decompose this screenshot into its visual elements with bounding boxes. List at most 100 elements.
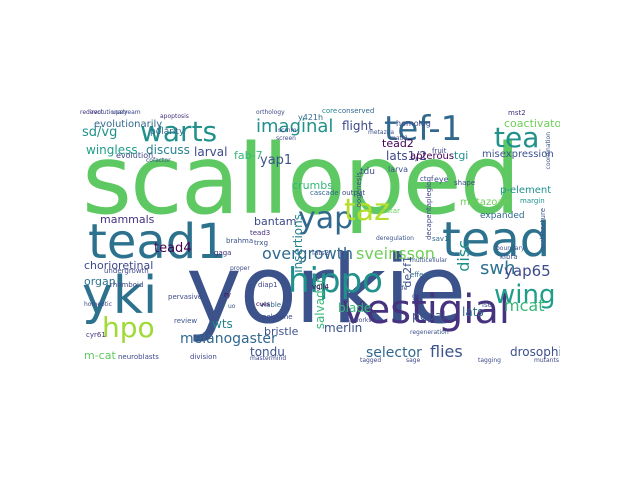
word-blade: blade (338, 301, 372, 315)
word-gaga: gaga (214, 249, 232, 257)
word-hpo: hpo (102, 311, 155, 344)
word-cloud: scalloped yorkie tead1 tead yki hippo ve… (80, 106, 560, 374)
word-homeotic: homeotic (84, 301, 112, 308)
word-evolutionary: evolutionary (90, 109, 128, 116)
word-swh: swh (480, 258, 516, 279)
word-multicellular: multicellular (410, 257, 448, 264)
word-brahma: brahma (226, 237, 254, 245)
word-crumbs: crumbs (292, 179, 333, 192)
word-cascade: cascade (310, 189, 339, 197)
word-mutants: mutants (534, 357, 559, 364)
word-sd-vg: sd/vg (82, 125, 118, 140)
word-yki: yki (82, 266, 158, 326)
word-evolution: evolution (116, 151, 154, 160)
word-evolutionarily: evolutionarily (94, 119, 163, 130)
word-organ: organ (84, 275, 116, 288)
word-orthology: orthology (256, 109, 285, 116)
word-apoptosis: apoptosis (160, 113, 189, 120)
word-regeneration: regeneration (410, 329, 449, 336)
word-proper: proper (230, 265, 250, 272)
word-larval: larval (194, 145, 228, 159)
word-matr1: matr1 (390, 135, 409, 142)
word-pupal: pupal (412, 309, 446, 323)
word-sav1: sav1 (432, 235, 449, 243)
word-tagging: tagging (478, 357, 501, 364)
word-overgrowth: overgrowth (262, 244, 354, 263)
word-disc: sveinsson (356, 244, 435, 263)
word-tgi: tgi (454, 149, 469, 162)
word-chorioretinal: chorioretinal (84, 259, 154, 272)
word-architecture: architecture (539, 208, 547, 251)
word-selector: selector (366, 345, 422, 361)
word-yorkie: yorkie (186, 236, 466, 345)
word-insertions: insertions (291, 214, 305, 273)
word-conserved: conserved (338, 107, 375, 115)
word-tead1: tead1 (88, 214, 227, 270)
word-undergrowth: undergrowth (104, 267, 149, 275)
word-scalloped: scalloped (82, 124, 521, 236)
word-neuroblasts: neuroblasts (118, 353, 159, 361)
word-kibra: kibra (500, 253, 518, 261)
word-shape: shape (454, 179, 476, 187)
word-trxg: trxg (254, 239, 269, 247)
word-melanogaster: melanogaster (180, 331, 277, 347)
word-upstream: upstream (112, 109, 141, 116)
word-tdu: tdu (360, 167, 375, 177)
word-deregulation: deregulation (376, 235, 414, 242)
word-bantam: bantam (254, 215, 297, 228)
word-apterous: apterous (410, 151, 455, 162)
word-misexpression: misexpression (482, 149, 554, 160)
word-eye: eye (434, 175, 449, 184)
word-tea: tea (494, 121, 540, 154)
word-metazoan: metazoan (460, 197, 510, 208)
word-ctgf: ctgf (420, 175, 434, 183)
word-mst2: mst2 (508, 109, 526, 117)
word-ife: ife (400, 285, 408, 292)
word-screen: screen (276, 135, 296, 142)
word-output: output (342, 189, 366, 197)
word-effector: effector (410, 271, 438, 279)
word-tead3: tead3 (250, 229, 271, 237)
word-tead4: tead4 (154, 241, 192, 256)
word-isc: isc (482, 301, 492, 309)
word-bristle: bristle (264, 325, 299, 338)
word-cofactor: cofactor (146, 157, 171, 164)
word-gland: gland (412, 293, 429, 300)
word-polarity: polarity (150, 127, 185, 137)
word-tondu: tondu (250, 345, 285, 359)
word-tagged: tagged (360, 357, 382, 364)
word-viable: viable (260, 301, 282, 309)
word-larva: larva (388, 165, 409, 174)
word-lats: lats (462, 305, 484, 319)
word-sage: sage (406, 357, 421, 364)
word-drosophila: drosophila (510, 345, 560, 359)
word-margin: margin (520, 197, 545, 205)
word-sveinsson: disc (454, 240, 473, 272)
word-cues: cues (256, 301, 270, 308)
word-mastermind: mastermind (250, 355, 287, 362)
word-boundary: boundary (496, 245, 525, 252)
word-networks: networks (344, 317, 372, 324)
word-polytene: polytene (262, 313, 293, 321)
word-yap: yap (298, 201, 354, 236)
word-wingless: wingless (86, 143, 138, 157)
word-fruit: fruit (432, 147, 447, 155)
word-core: core (322, 107, 338, 115)
word-uo: uo (228, 303, 236, 310)
word-redirect: redirect (80, 109, 104, 116)
word-metazoa: metazoa (368, 129, 395, 136)
word-scrnm: scrnm (278, 127, 297, 134)
word-expanded: expanded (480, 211, 525, 221)
word-hippo: hippo (288, 261, 383, 301)
word-flies: flies (430, 342, 463, 361)
word-m-cat: m-cat (84, 349, 116, 362)
word-fab-7: fab-7 (234, 149, 263, 162)
word-decapentaplegic: decapentaplegic (425, 182, 433, 241)
word-imaginal: imaginal (256, 116, 334, 137)
word-vestigial: vestigial (342, 287, 511, 333)
word-instar: instar (380, 207, 400, 215)
word-p-element: p-element (500, 185, 552, 196)
word-yap1: yap1 (260, 153, 293, 168)
word-yap65: yap65 (504, 262, 551, 280)
word-vgll4: vgll4 (312, 283, 329, 291)
